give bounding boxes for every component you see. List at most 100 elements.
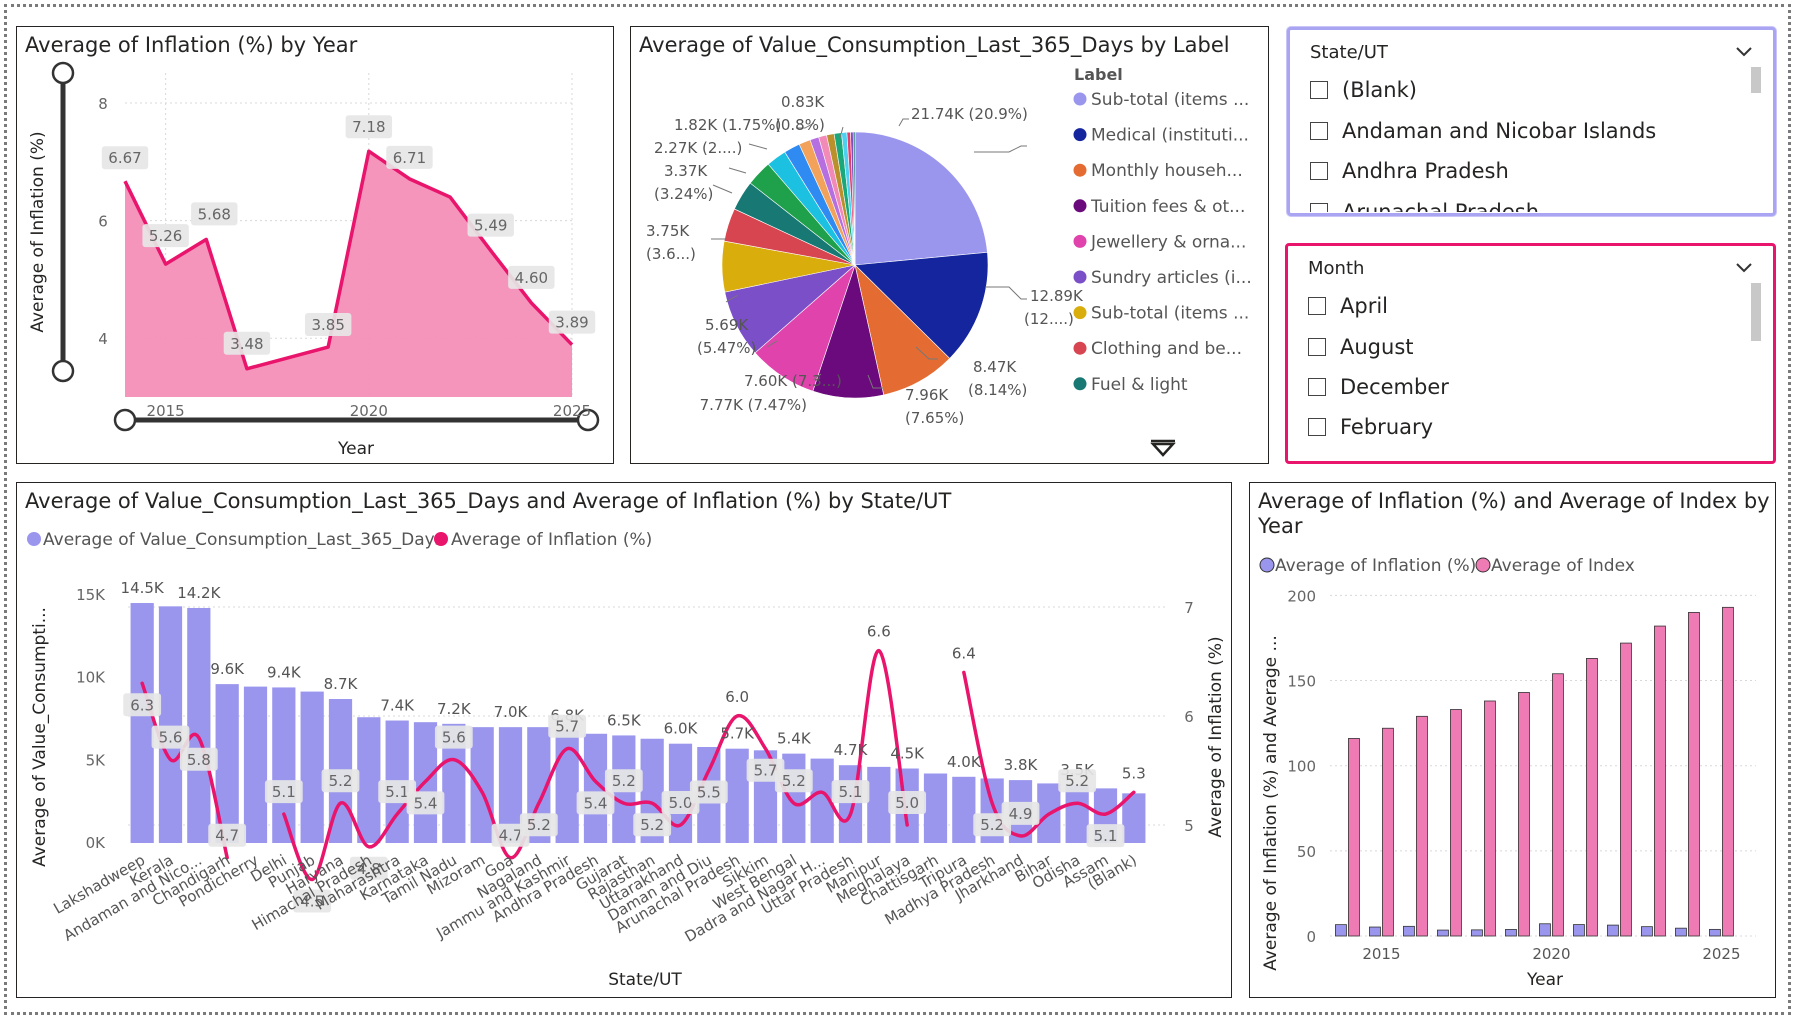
line-data-label: 5.2 xyxy=(640,816,664,834)
consumption-by-label-card[interactable]: Average of Value_Consumption_Last_365_Da… xyxy=(630,26,1269,464)
line-data-label-bg xyxy=(321,769,360,793)
line-data-label: 5.6 xyxy=(442,729,466,747)
index-bar xyxy=(1552,673,1564,937)
inflation-bar xyxy=(1539,923,1551,937)
y-tick-label: 4 xyxy=(98,330,108,348)
data-label-bg xyxy=(386,145,433,169)
checkbox[interactable] xyxy=(1308,297,1326,315)
line-data-label: 5.2 xyxy=(782,772,806,790)
x-axis-title: Year xyxy=(1526,970,1563,990)
state-ut-slicer[interactable]: State/UT (Blank) Andaman and Nicobar Isl… xyxy=(1287,27,1776,216)
slicer-option-andhra[interactable]: Andhra Pradesh xyxy=(1310,153,1509,189)
card-title: Average of Inflation (%) by Year xyxy=(25,33,358,57)
consumption-bar xyxy=(923,773,948,843)
data-label-bg xyxy=(304,313,352,337)
pie-label-4b: (7.65%) xyxy=(905,409,964,427)
line-data-label-bg xyxy=(293,889,332,913)
inflation-line xyxy=(282,648,909,882)
legend-item: Medical (instituti... xyxy=(1091,126,1249,146)
line-data-label: 5.4 xyxy=(414,794,438,812)
checkbox[interactable] xyxy=(1310,122,1328,140)
inflation-area-chart[interactable]: Average of Inflation (%) Year 8 6 4 2015 20… xyxy=(17,27,615,465)
bar-data-label: 9.4K xyxy=(267,663,302,681)
y-left-tick-label: 15K xyxy=(76,586,106,604)
legend-marker xyxy=(1073,377,1087,391)
index-bar xyxy=(1722,606,1734,937)
month-slicer[interactable]: Month April August December February xyxy=(1285,243,1776,464)
option-label: December xyxy=(1340,375,1449,399)
line-data-label-bg xyxy=(151,725,190,749)
pie-label-11: 1.82K (1.75%) xyxy=(674,116,781,134)
legend-scroll-down-icon[interactable] xyxy=(1150,439,1176,457)
slicer-option-august[interactable]: August xyxy=(1308,329,1414,365)
slicer-option-arunachal[interactable]: Arunachal Pradesh xyxy=(1310,194,1539,212)
legend-item: Jewellery & orna... xyxy=(1090,232,1246,252)
line-data-label: 4.7 xyxy=(215,827,239,845)
checkbox[interactable] xyxy=(1308,338,1326,356)
inflation-index-bar-chart[interactable]: Average of Inflation (%) Average of Inde… xyxy=(1250,483,1777,999)
x-tick-label: 2015 xyxy=(1362,945,1400,963)
legend-marker xyxy=(1073,270,1087,284)
slicer-option-december[interactable]: December xyxy=(1308,369,1449,405)
inflation-bar xyxy=(1641,926,1653,937)
index-bar xyxy=(1348,738,1360,937)
slicer-option-february[interactable]: February xyxy=(1308,409,1433,445)
checkbox[interactable] xyxy=(1308,418,1326,436)
legend-item: Clothing and be... xyxy=(1091,339,1242,359)
legend-marker xyxy=(1073,92,1087,106)
line-data-label: 6.3 xyxy=(130,696,154,714)
index-bar xyxy=(1450,709,1462,937)
y-tick-label: 8 xyxy=(98,95,108,113)
slicer-option-andaman[interactable]: Andaman and Nicobar Islands xyxy=(1310,113,1656,149)
scrollbar[interactable] xyxy=(1751,283,1761,341)
inflation-by-year-card[interactable]: Average of Inflation (%) by Year Average… xyxy=(16,26,614,464)
line-data-label-bg xyxy=(548,714,587,738)
state-combo-chart[interactable]: Average of Value_Consumption_Last_365_Da… xyxy=(17,483,1233,999)
line-data-label: 6.6 xyxy=(867,623,891,641)
index-bar xyxy=(1654,625,1666,937)
slicer-option-blank[interactable]: (Blank) xyxy=(1310,72,1417,108)
inflation-bar xyxy=(1471,929,1483,937)
line-data-label-bg xyxy=(1001,801,1040,825)
checkbox[interactable] xyxy=(1310,203,1328,212)
slicer-option-april[interactable]: April xyxy=(1308,288,1388,324)
index-bar xyxy=(1382,727,1394,937)
chevron-down-icon[interactable] xyxy=(1733,256,1755,278)
pie-label-4a: 7.96K xyxy=(905,386,949,404)
y-tick-label: 6 xyxy=(98,213,108,231)
checkbox[interactable] xyxy=(1310,81,1328,99)
chevron-down-icon[interactable] xyxy=(1733,40,1755,62)
option-label: Arunachal Pradesh xyxy=(1342,200,1540,212)
y-axis-slider[interactable] xyxy=(51,61,75,383)
data-label-bg xyxy=(101,146,149,170)
inflation-index-by-year-card[interactable]: Average of Inflation (%) and Average of … xyxy=(1249,482,1776,998)
option-label: August xyxy=(1340,335,1414,359)
legend-consumption: Average of Value_Consumption_Last_365_Da… xyxy=(43,530,444,550)
scrollbar[interactable] xyxy=(1751,67,1761,93)
line-data-label: 4.5 xyxy=(300,893,324,911)
card-title-line2: Year xyxy=(1258,514,1303,538)
option-label: April xyxy=(1340,294,1388,318)
checkbox[interactable] xyxy=(1310,162,1328,180)
checkbox[interactable] xyxy=(1308,378,1326,396)
legend-index: Average of Index xyxy=(1491,556,1635,576)
index-bar xyxy=(1416,715,1428,937)
consumption-bar xyxy=(1065,785,1089,843)
x-tick-label: 2020 xyxy=(1532,945,1570,963)
pie-label-3b: (8.14%) xyxy=(968,381,1027,399)
inflation-area xyxy=(125,151,572,397)
consumption-bar xyxy=(215,684,239,843)
consumption-bar xyxy=(952,776,976,843)
consumption-bar xyxy=(357,717,381,843)
consumption-pie-chart[interactable]: 21.74K (20.9%) 12.89K (12....) 8.47K (8.… xyxy=(631,27,1270,465)
line-data-label: 5.1 xyxy=(839,783,863,801)
y-left-tick-label: 5K xyxy=(86,751,107,769)
bar-data-label: 5.7K xyxy=(720,725,755,743)
pie-label-8b: (3.6...) xyxy=(646,245,696,263)
x-axis-slider[interactable] xyxy=(113,408,600,432)
legend-marker xyxy=(1073,306,1087,320)
consumption-bar xyxy=(782,753,806,843)
line-data-label: 5.2 xyxy=(329,772,353,790)
consumption-bar xyxy=(1122,793,1146,843)
consumption-inflation-by-state-card[interactable]: Average of Value_Consumption_Last_365_Da… xyxy=(16,482,1232,998)
